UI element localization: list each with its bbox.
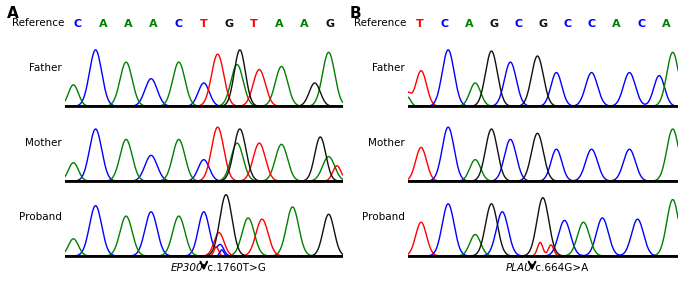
Text: Reference: Reference	[354, 18, 406, 28]
Text: A: A	[300, 19, 309, 30]
Text: A: A	[612, 19, 621, 30]
Text: Father: Father	[29, 63, 62, 73]
Text: Proband: Proband	[362, 213, 405, 222]
Text: c.664G>A: c.664G>A	[532, 263, 588, 274]
Text: A: A	[7, 6, 18, 22]
Text: Reference: Reference	[12, 18, 64, 28]
Text: T: T	[200, 19, 208, 30]
Text: C: C	[514, 19, 523, 30]
Text: C: C	[73, 19, 82, 30]
Text: T: T	[416, 19, 424, 30]
Text: C: C	[588, 19, 596, 30]
Text: G: G	[538, 19, 547, 30]
Text: A: A	[124, 19, 132, 30]
Text: Mother: Mother	[25, 138, 62, 148]
Text: Mother: Mother	[368, 138, 405, 148]
Text: G: G	[225, 19, 234, 30]
Text: EP300: EP300	[171, 263, 204, 274]
Text: T: T	[250, 19, 258, 30]
Text: A: A	[275, 19, 284, 30]
Text: A: A	[99, 19, 108, 30]
Text: C: C	[637, 19, 645, 30]
Text: A: A	[662, 19, 670, 30]
Text: B: B	[349, 6, 361, 22]
Text: C: C	[440, 19, 449, 30]
Text: G: G	[325, 19, 334, 30]
Text: A: A	[464, 19, 473, 30]
Text: A: A	[149, 19, 158, 30]
Text: Proband: Proband	[19, 213, 62, 222]
Text: PLAU: PLAU	[506, 263, 532, 274]
Text: C: C	[563, 19, 571, 30]
Text: Father: Father	[372, 63, 405, 73]
Text: C: C	[175, 19, 183, 30]
Text: c.1760T>G: c.1760T>G	[204, 263, 266, 274]
Text: G: G	[489, 19, 498, 30]
